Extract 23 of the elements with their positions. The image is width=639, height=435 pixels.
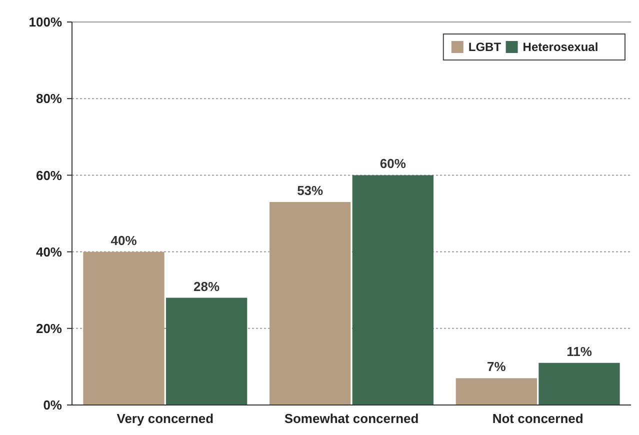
data-label: 7% <box>487 359 506 374</box>
bar <box>83 252 164 405</box>
data-label: 60% <box>380 156 406 172</box>
y-tick-label: 0% <box>43 398 62 413</box>
bar <box>270 202 351 405</box>
data-label: 11% <box>566 344 592 359</box>
bar <box>456 378 538 405</box>
y-tick-label: 40% <box>36 244 62 260</box>
bar <box>166 298 248 405</box>
bar <box>538 362 620 405</box>
legend-label: Heterosexual <box>522 40 598 54</box>
data-label: 53% <box>297 183 324 198</box>
x-tick-label: Somewhat concerned <box>284 411 419 426</box>
bar <box>352 175 434 405</box>
x-tick-label: Very concerned <box>116 411 214 426</box>
data-label: 28% <box>194 278 220 294</box>
y-tick-label: 80% <box>36 91 62 106</box>
y-tick-label: 20% <box>36 320 62 336</box>
y-tick-label: 60% <box>36 168 62 183</box>
data-label: 40% <box>110 232 138 248</box>
legend-label: LGBT <box>468 40 502 54</box>
x-tick-label: Not concerned <box>492 411 584 426</box>
y-tick-label: 100% <box>28 14 62 30</box>
